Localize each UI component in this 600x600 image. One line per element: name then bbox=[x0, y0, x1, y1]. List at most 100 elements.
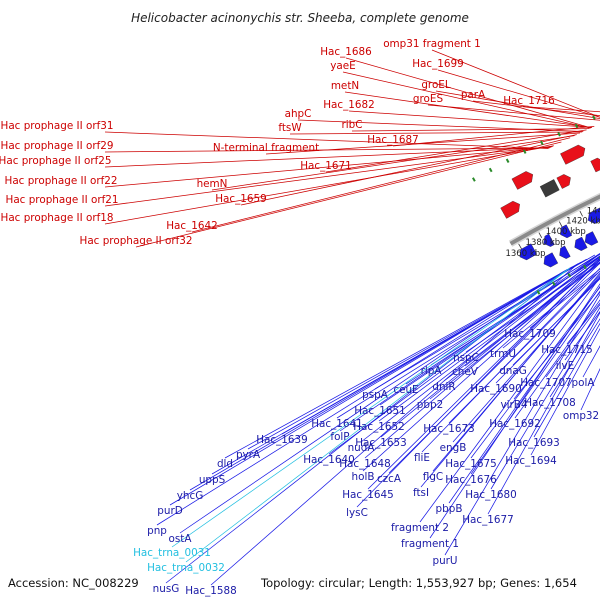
kbp-label: 1420 kbp bbox=[566, 217, 600, 227]
connector-line bbox=[533, 322, 600, 438]
connector-line bbox=[490, 306, 600, 490]
connector-line bbox=[549, 318, 600, 398]
reverse-gene-label: Hac_1641 bbox=[311, 418, 363, 430]
connector-line bbox=[427, 104, 600, 121]
reverse-gene-label: Hac_1640 bbox=[303, 454, 355, 466]
reverse-gene bbox=[584, 231, 599, 246]
scale-dash bbox=[583, 264, 587, 270]
reverse-gene bbox=[543, 252, 559, 268]
reverse-gene bbox=[519, 243, 538, 261]
reverse-gene-label: purD bbox=[157, 505, 182, 517]
scale-dash bbox=[472, 177, 476, 182]
forward-gene-label: Hac_1686 bbox=[320, 46, 372, 58]
connector-line bbox=[448, 285, 600, 504]
connector-line bbox=[502, 268, 600, 349]
reverse-gene-label: folP bbox=[330, 431, 349, 443]
reverse-gene-label: pnp bbox=[147, 525, 167, 537]
reverse-gene bbox=[587, 207, 600, 224]
connector-line bbox=[240, 134, 577, 206]
reverse-gene-label: flgC bbox=[423, 471, 443, 483]
scale-dash bbox=[522, 149, 527, 154]
forward-gene-label: parA bbox=[461, 89, 486, 101]
reverse-gene-label: nusG bbox=[153, 583, 180, 595]
connector-line bbox=[528, 106, 600, 113]
kbp-label: 1400 kbp bbox=[546, 227, 586, 237]
connector-line bbox=[360, 255, 600, 443]
reverse-gene-label: trmU bbox=[490, 348, 516, 360]
connector-line bbox=[345, 57, 592, 129]
gene-labels: Hac_1686 omp31 fragment 1 yaeE Hac_1699 metN… bbox=[0, 38, 599, 597]
scale-dash bbox=[540, 140, 544, 146]
reverse-gene-label: pbpB bbox=[436, 503, 463, 515]
reverse-gene-label: Hac_1648 bbox=[339, 458, 391, 470]
forward-gene-label: Hac_1659 bbox=[215, 193, 267, 205]
trna-label: Hac_trna_0032 bbox=[147, 562, 225, 574]
connector-line bbox=[104, 145, 554, 225]
scale-dash bbox=[574, 123, 579, 129]
forward-gene-label: groEL bbox=[421, 79, 451, 91]
scale-dash bbox=[551, 281, 556, 286]
connector-line bbox=[135, 141, 562, 248]
reverse-gene-label: ilvE bbox=[556, 360, 575, 372]
reverse-gene-label: rlpA bbox=[421, 365, 443, 377]
forward-gene bbox=[539, 179, 560, 198]
trna-label: Hac_trna_0031 bbox=[133, 547, 211, 559]
reverse-gene-label: fragment 2 bbox=[391, 522, 449, 534]
reverse-gene-label: Hac_1676 bbox=[445, 474, 497, 486]
forward-gene-label: ahpC bbox=[285, 108, 312, 120]
forward-gene-label: Hac prophage II orf22 bbox=[5, 175, 118, 187]
reverse-gene bbox=[574, 236, 588, 251]
forward-gene-label: Hac prophage II orf21 bbox=[6, 194, 119, 206]
connector-line bbox=[104, 146, 552, 188]
forward-gene-label: Hac_1671 bbox=[300, 160, 352, 172]
reverse-gene-label: yhcG bbox=[177, 490, 204, 502]
forward-gene bbox=[500, 200, 520, 219]
forward-gene-label: Hac_1699 bbox=[412, 58, 464, 70]
forward-gene-label: Hac_1682 bbox=[323, 99, 375, 111]
reverse-gene-label: purU bbox=[432, 555, 457, 567]
map-title: Helicobacter acinonychis str. Sheeba, co… bbox=[131, 11, 469, 25]
kbp-label: 1360 kbp bbox=[505, 249, 545, 259]
reverse-gene-label: dld bbox=[217, 458, 233, 470]
connector-line bbox=[185, 267, 570, 563]
reverse-gene-label: czcA bbox=[377, 473, 402, 485]
forward-gene-label: Hac prophage II orf18 bbox=[1, 212, 114, 224]
reverse-gene-label: dnaG bbox=[499, 365, 527, 377]
connector-line bbox=[356, 258, 600, 508]
forward-gene-label: yaeE bbox=[330, 60, 355, 72]
forward-gene-label: metN bbox=[331, 80, 359, 92]
connector-line bbox=[179, 267, 571, 534]
reverse-gene bbox=[560, 224, 573, 239]
connector-line bbox=[514, 299, 600, 419]
reverse-gene-label: polA bbox=[572, 377, 596, 389]
label-connector-lines bbox=[104, 49, 600, 586]
connector-line bbox=[342, 71, 591, 129]
scale-dash bbox=[488, 167, 493, 173]
connector-line bbox=[169, 268, 568, 506]
forward-gene-label: ftsW bbox=[278, 122, 301, 134]
connector-line bbox=[464, 262, 600, 367]
forward-gene-label: Hac_1642 bbox=[166, 220, 218, 232]
connector-line bbox=[379, 255, 600, 406]
reverse-gene-label: Hac_1651 bbox=[354, 405, 406, 417]
accession-label: Accession: NC_008229 bbox=[8, 576, 139, 590]
reverse-gene-label: lysC bbox=[346, 507, 368, 519]
forward-gene bbox=[560, 144, 586, 165]
genome-summary: Topology: circular; Length: 1,553,927 bp… bbox=[260, 576, 577, 590]
connector-line bbox=[420, 272, 600, 488]
reverse-gene-label: Hac_1715 bbox=[541, 344, 593, 356]
kbp-label: 1440 kbp bbox=[587, 206, 600, 216]
reverse-gene-label: engB bbox=[440, 442, 467, 454]
reverse-gene-label: Hac_1707 bbox=[520, 377, 572, 389]
scale-dash bbox=[505, 158, 510, 163]
reverse-gene-label: Hac_1639 bbox=[256, 434, 308, 446]
reverse-gene-label: pspA bbox=[362, 389, 389, 401]
reverse-gene-label: holB bbox=[352, 471, 375, 483]
connector-line bbox=[362, 257, 600, 472]
reverse-gene-label: pyrA bbox=[236, 449, 261, 461]
reverse-gene-label: omp32 bbox=[563, 410, 599, 422]
connector-line bbox=[339, 253, 600, 432]
reverse-gene-label: cheV bbox=[452, 366, 479, 378]
